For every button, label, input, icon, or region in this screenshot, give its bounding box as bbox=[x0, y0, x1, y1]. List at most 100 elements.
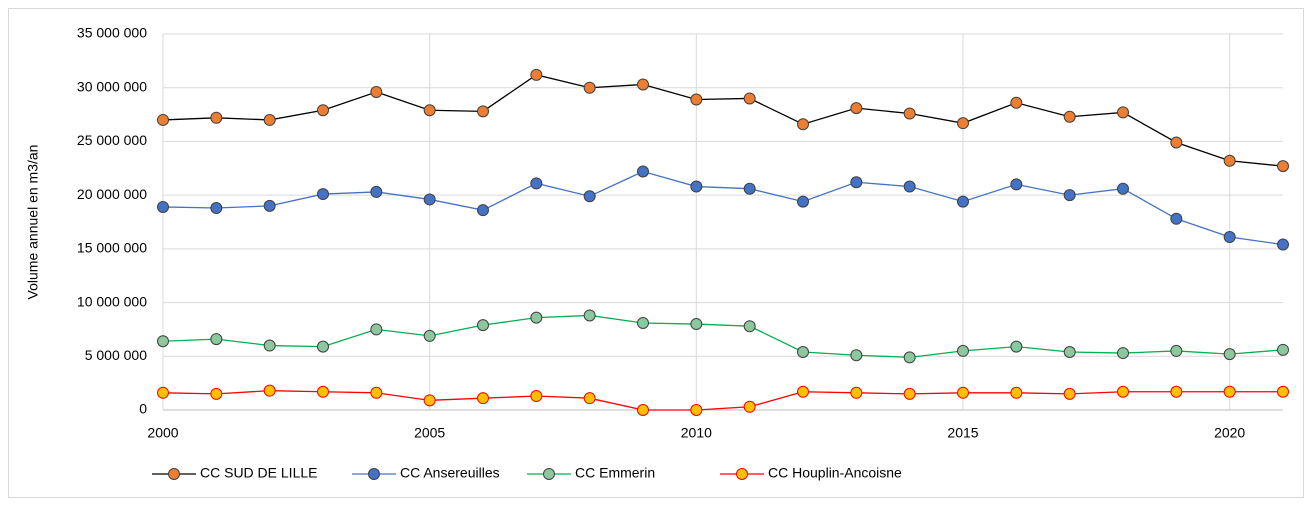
data-point bbox=[743, 400, 756, 413]
y-tick-label: 15 000 000 bbox=[77, 240, 147, 256]
legend-label: CC Houplin-Ancoisne bbox=[768, 465, 902, 481]
data-point bbox=[157, 113, 169, 126]
data-point bbox=[583, 81, 596, 94]
data-point bbox=[850, 176, 863, 189]
data-point bbox=[210, 333, 223, 346]
data-point bbox=[957, 386, 969, 399]
data-point bbox=[1170, 136, 1183, 149]
x-tick-label: 2020 bbox=[1214, 425, 1245, 441]
data-point bbox=[957, 117, 969, 130]
data-point bbox=[370, 323, 383, 336]
legend-label: CC Ansereuilles bbox=[400, 465, 500, 481]
data-point bbox=[637, 316, 649, 329]
data-point bbox=[743, 182, 756, 195]
legend-marker bbox=[168, 468, 180, 480]
data-point bbox=[1010, 386, 1023, 399]
legend-marker bbox=[736, 468, 748, 480]
data-point bbox=[690, 404, 703, 416]
data-point bbox=[1170, 344, 1183, 357]
data-point bbox=[1117, 182, 1129, 195]
data-point bbox=[530, 311, 543, 324]
data-point bbox=[690, 318, 703, 331]
y-tick-label: 0 bbox=[139, 401, 147, 417]
data-point bbox=[583, 392, 596, 405]
data-point bbox=[637, 78, 649, 91]
data-point bbox=[957, 344, 969, 357]
y-tick-label: 10 000 000 bbox=[77, 293, 147, 309]
chart-frame bbox=[8, 8, 1304, 498]
data-point bbox=[157, 386, 169, 399]
data-point bbox=[1277, 238, 1289, 251]
data-point bbox=[797, 195, 809, 208]
legend-marker bbox=[368, 468, 380, 480]
data-point bbox=[1063, 387, 1076, 400]
y-tick-label: 30 000 000 bbox=[77, 78, 147, 94]
data-point bbox=[210, 111, 223, 124]
data-point bbox=[850, 102, 863, 115]
legend-label: CC SUD DE LILLE bbox=[200, 465, 317, 481]
data-point bbox=[477, 204, 489, 217]
data-point bbox=[583, 190, 596, 203]
data-point bbox=[903, 387, 916, 400]
legend-label: CC Emmerin bbox=[575, 465, 655, 481]
data-point bbox=[850, 349, 863, 362]
data-point bbox=[797, 118, 809, 131]
data-point bbox=[690, 93, 703, 106]
data-point bbox=[317, 385, 329, 398]
data-point bbox=[903, 180, 916, 193]
series-line bbox=[162, 390, 1283, 411]
data-point bbox=[263, 339, 276, 352]
data-point bbox=[1277, 385, 1289, 398]
data-point bbox=[423, 193, 436, 206]
x-tick-label: 2010 bbox=[681, 425, 712, 441]
data-point bbox=[637, 404, 649, 416]
data-point bbox=[903, 107, 916, 120]
data-point bbox=[743, 320, 756, 333]
data-point bbox=[637, 165, 649, 178]
data-point bbox=[1170, 212, 1183, 225]
data-point bbox=[1223, 348, 1236, 361]
data-point bbox=[1063, 189, 1076, 202]
data-point bbox=[477, 319, 489, 332]
legend-marker bbox=[543, 468, 555, 480]
data-point bbox=[263, 384, 276, 397]
data-point bbox=[1223, 154, 1236, 167]
data-point bbox=[1063, 110, 1076, 123]
x-tick-label: 2015 bbox=[947, 425, 978, 441]
data-point bbox=[317, 104, 329, 117]
data-point bbox=[370, 386, 383, 399]
data-point bbox=[1117, 106, 1129, 119]
data-point bbox=[1117, 347, 1129, 360]
data-point bbox=[1010, 340, 1023, 353]
data-point bbox=[477, 392, 489, 405]
y-tick-label: 5 000 000 bbox=[85, 347, 147, 363]
data-point bbox=[530, 177, 543, 190]
data-point bbox=[1170, 385, 1183, 398]
data-point bbox=[210, 387, 223, 400]
y-tick-label: 35 000 000 bbox=[77, 25, 147, 41]
data-point bbox=[850, 386, 863, 399]
data-point bbox=[1010, 96, 1023, 109]
data-point bbox=[210, 202, 223, 215]
data-point bbox=[1277, 343, 1289, 356]
data-point bbox=[477, 105, 489, 118]
data-point bbox=[530, 390, 543, 403]
series-line bbox=[162, 170, 1284, 246]
series-line bbox=[162, 314, 1284, 359]
data-point bbox=[423, 329, 436, 342]
series-line bbox=[162, 74, 1284, 167]
y-axis-label: Volume annuel en m3/an bbox=[25, 145, 41, 300]
data-point bbox=[797, 345, 809, 358]
data-point bbox=[583, 309, 596, 322]
data-point bbox=[157, 200, 169, 213]
data-point bbox=[530, 68, 543, 81]
data-point bbox=[423, 104, 436, 117]
x-tick-label: 2005 bbox=[414, 425, 445, 441]
data-point bbox=[317, 188, 329, 201]
data-point bbox=[957, 195, 969, 208]
x-tick-label: 2000 bbox=[147, 425, 178, 441]
data-point bbox=[1223, 231, 1236, 244]
data-point bbox=[690, 180, 703, 193]
data-point bbox=[903, 351, 916, 364]
